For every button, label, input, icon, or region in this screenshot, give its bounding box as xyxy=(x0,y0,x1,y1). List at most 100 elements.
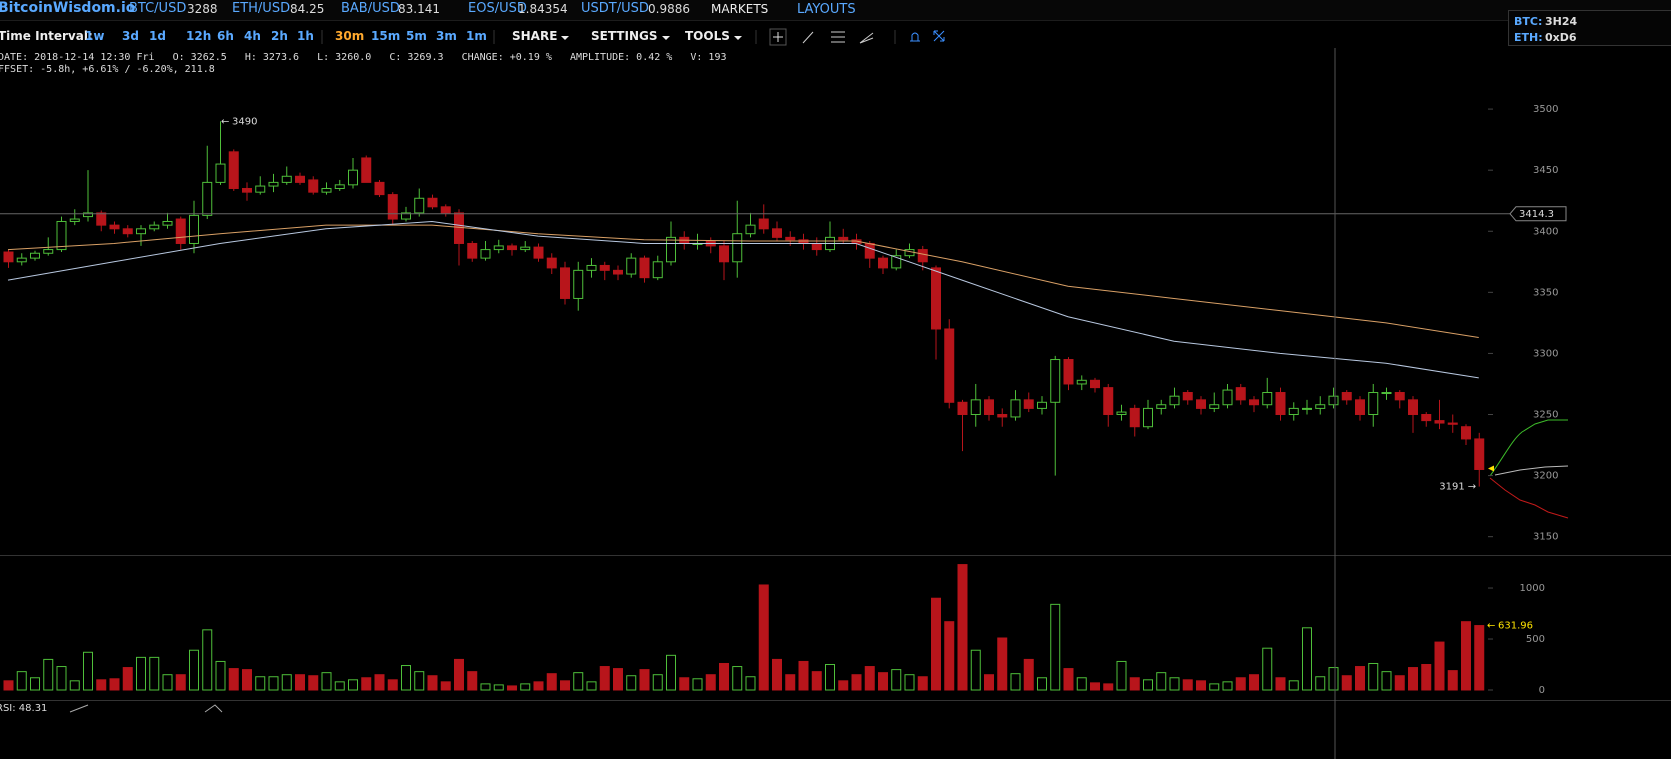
volume-label: 631.96 xyxy=(1498,621,1533,632)
volume-bar xyxy=(984,674,994,691)
candle-body xyxy=(122,228,133,235)
ticker-pair[interactable]: BTC/USD xyxy=(129,1,187,16)
volume-bar xyxy=(1023,658,1034,691)
volume-bar xyxy=(758,584,769,691)
ticker-pair[interactable]: BAB/USD xyxy=(341,1,400,16)
volume-bar xyxy=(1103,683,1114,691)
volume-bar xyxy=(851,674,862,691)
y-tick-label: 3500 xyxy=(1533,104,1558,115)
volume-bar xyxy=(361,677,372,691)
y2-tick-label: 0 xyxy=(1539,685,1545,696)
candle-body xyxy=(666,236,676,263)
toolbar-menu[interactable]: SHARE xyxy=(512,29,570,43)
volume-bar xyxy=(149,656,160,691)
side-text: 3H24 xyxy=(1545,15,1578,28)
interval-button[interactable]: 3m xyxy=(436,29,457,43)
volume-bar xyxy=(745,676,756,691)
volume-bar xyxy=(1050,603,1061,691)
volume-bar xyxy=(798,660,809,691)
candle-body xyxy=(440,206,451,214)
volume-bar xyxy=(1474,625,1485,691)
candle-body xyxy=(334,184,345,189)
y-tick-label: 3200 xyxy=(1533,471,1558,482)
ticker-pair[interactable]: EOS/USD xyxy=(468,1,527,16)
candle-body xyxy=(758,218,769,230)
volume-bar xyxy=(1262,647,1273,691)
volume-bar xyxy=(215,660,226,691)
candle-body xyxy=(1328,395,1339,406)
menu[interactable]: LAYOUTS xyxy=(797,2,856,17)
interval-button[interactable]: 1d xyxy=(149,29,166,43)
interval-button[interactable]: 5m xyxy=(406,29,427,43)
volume-bar xyxy=(1182,679,1193,691)
volume-bar xyxy=(96,679,107,691)
interval-button[interactable]: 1m xyxy=(466,29,487,43)
interval-button[interactable]: 1w xyxy=(85,29,105,43)
side-text: ETH: xyxy=(1514,31,1543,44)
volume-bar xyxy=(931,597,941,691)
candle-body xyxy=(268,181,279,187)
candle-body xyxy=(811,242,822,251)
side-text: BTC: xyxy=(1514,15,1543,28)
candle-body xyxy=(1368,392,1379,416)
volume-bar xyxy=(1394,675,1405,691)
candle-body xyxy=(1381,392,1392,395)
candle-body xyxy=(944,328,955,403)
brand[interactable]: BitcoinWisdom.io xyxy=(0,0,136,16)
toolbar-menu[interactable]: TOOLS xyxy=(685,29,742,43)
candle-body xyxy=(493,245,504,251)
y-tick-label: 3450 xyxy=(1533,165,1558,176)
volume-bar xyxy=(1341,675,1352,691)
volume-bar xyxy=(1461,621,1471,691)
volume-bar xyxy=(533,681,544,691)
interval-button[interactable]: 1h xyxy=(297,29,314,43)
candle-body xyxy=(1090,379,1100,389)
fullscreen-icon[interactable] xyxy=(933,30,945,42)
ticker-price: 0.9886 xyxy=(648,2,690,16)
ticker-pair[interactable]: USDT/USD xyxy=(581,1,649,16)
interval-button[interactable]: 3d xyxy=(122,29,139,43)
candle-body xyxy=(891,255,902,269)
candle-body xyxy=(1156,404,1167,409)
volume-bar xyxy=(1288,680,1299,691)
interval-button[interactable]: 15m xyxy=(371,29,401,43)
high-label: 3490 xyxy=(232,116,257,127)
volume-bar xyxy=(904,674,915,691)
caret xyxy=(661,36,670,40)
candle-body xyxy=(467,242,478,259)
toolbar-menu[interactable]: SETTINGS xyxy=(591,29,670,43)
volume-bar xyxy=(1116,660,1127,691)
ticker-pair[interactable]: ETH/USD xyxy=(232,1,291,16)
arrow: ← xyxy=(1487,621,1495,632)
menu[interactable]: MARKETS xyxy=(711,2,769,16)
volume-bar xyxy=(387,679,398,691)
volume-bar xyxy=(825,664,835,691)
candle-body xyxy=(652,261,663,279)
candle-body xyxy=(639,257,650,279)
interval-button[interactable]: 2h xyxy=(271,29,288,43)
candle-body xyxy=(242,187,252,193)
candle-body xyxy=(454,212,464,244)
volume-bar xyxy=(1355,666,1365,691)
candle-body xyxy=(1302,407,1312,410)
volume-bar xyxy=(1434,641,1445,691)
candle-body xyxy=(957,401,968,416)
volume-bar xyxy=(242,669,252,691)
candle-body xyxy=(520,246,531,251)
interval-button[interactable]: 12h xyxy=(186,29,212,43)
volume-bar xyxy=(1249,674,1259,691)
volume-bar xyxy=(891,669,902,691)
candle-body xyxy=(215,163,226,183)
volume-bar xyxy=(1156,672,1167,691)
interval-button[interactable]: 30m xyxy=(335,29,365,43)
interval-button[interactable]: 6h xyxy=(217,29,234,43)
volume-bar xyxy=(1010,673,1021,691)
interval-button[interactable]: 4h xyxy=(244,29,261,43)
candle-body xyxy=(1262,392,1273,406)
volume-bar xyxy=(1196,680,1206,691)
alert-icon[interactable] xyxy=(910,32,920,42)
volume-bar xyxy=(997,637,1008,691)
volume-bar xyxy=(480,683,491,691)
volume-bar xyxy=(268,676,279,691)
